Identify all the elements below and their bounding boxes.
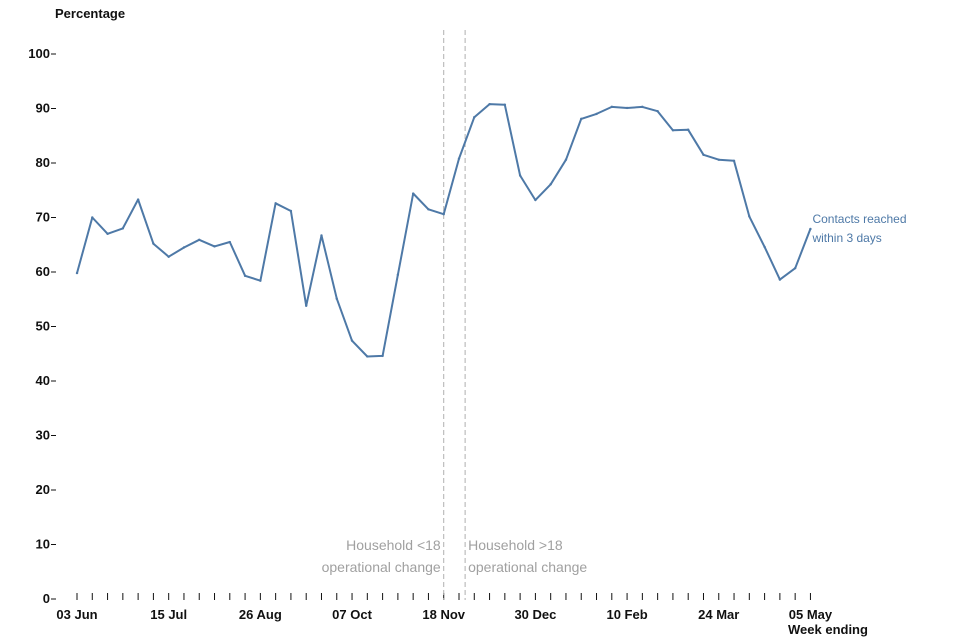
data-point	[671, 129, 675, 132]
annotation-line: operational change	[468, 559, 587, 575]
y-tick-label: 50	[36, 319, 50, 334]
y-tick-label: 100	[28, 46, 50, 61]
data-point	[259, 279, 262, 282]
data-point	[442, 213, 445, 216]
y-tick-label: 10	[36, 537, 50, 552]
data-point	[488, 102, 491, 106]
x-tick-label: 07 Oct	[332, 607, 372, 622]
y-tick-label: 80	[36, 155, 50, 170]
data-point	[732, 159, 736, 163]
data-point	[305, 304, 308, 307]
y-tick-label: 0	[43, 591, 50, 606]
data-point	[75, 271, 79, 275]
data-point	[518, 174, 522, 177]
data-point	[473, 116, 476, 119]
data-point	[274, 202, 277, 205]
data-point	[335, 297, 338, 300]
data-point	[427, 208, 430, 211]
data-point	[106, 232, 109, 236]
x-tick-label: 30 Dec	[514, 607, 556, 622]
y-tick-label: 60	[36, 264, 50, 279]
data-point	[687, 128, 690, 131]
data-point	[182, 246, 186, 249]
series-label-line: within 3 days	[811, 231, 881, 245]
data-point	[610, 105, 613, 109]
y-axis: 0 10 20 30 40 50 60 70 80 90 100	[28, 46, 56, 606]
data-point	[549, 183, 552, 186]
data-point	[748, 215, 751, 218]
annotation-line: Household <18	[346, 537, 441, 553]
data-point	[809, 227, 812, 231]
data-point	[625, 106, 629, 110]
y-tick-label: 70	[36, 210, 50, 225]
x-tick-label: 10 Feb	[606, 607, 647, 622]
data-point	[366, 355, 369, 358]
x-tick-label: 03 Jun	[56, 607, 97, 622]
data-point	[580, 117, 583, 121]
y-axis-title: Percentage	[55, 6, 125, 21]
x-tick-label: 05 May	[789, 607, 833, 622]
y-tick-label: 40	[36, 373, 50, 388]
x-tick-label: 15 Jul	[150, 607, 187, 622]
y-tick-label: 90	[36, 101, 50, 116]
data-point	[198, 238, 201, 242]
data-point	[152, 242, 155, 245]
data-point	[717, 158, 720, 161]
data-point	[289, 209, 293, 213]
data-point	[228, 240, 231, 244]
annotation-text: Household <18 operational change	[322, 537, 441, 575]
data-point	[136, 198, 140, 201]
data-point	[763, 245, 766, 249]
data-point	[641, 105, 644, 109]
data-point	[595, 112, 598, 116]
x-axis: 03 Jun 15 Jul 26 Aug 07 Oct 18 Nov 30 Dec 10 F…	[56, 593, 833, 622]
x-tick-label: 24 Mar	[698, 607, 739, 622]
data-point	[320, 234, 323, 237]
data-point	[381, 354, 384, 358]
data-point	[793, 266, 797, 270]
series-group: Contacts reached within 3 days	[75, 102, 907, 358]
y-tick-label: 30	[36, 428, 50, 443]
data-point	[411, 192, 415, 195]
data-point	[91, 216, 94, 219]
data-point	[702, 153, 705, 157]
data-point	[167, 255, 170, 258]
data-point	[656, 110, 659, 113]
data-point	[213, 245, 216, 248]
x-tick-label: 26 Aug	[239, 607, 282, 622]
data-point	[457, 157, 461, 160]
data-point	[121, 227, 125, 230]
data-point	[243, 274, 247, 278]
annotation-line: Household >18	[468, 537, 563, 553]
data-point	[778, 278, 782, 281]
operational-change-markers: Household <18 operational changeHousehold…	[322, 30, 587, 600]
series-label: Contacts reached within 3 days	[811, 212, 906, 245]
y-tick-label: 20	[36, 482, 50, 497]
annotation-text: Household >18 operational change	[468, 537, 587, 575]
data-point	[534, 198, 537, 202]
data-point	[503, 103, 507, 106]
series-label-line: Contacts reached	[812, 212, 906, 226]
data-point	[350, 339, 354, 342]
annotation-line: operational change	[322, 559, 441, 575]
x-tick-label: 18 Nov	[422, 607, 465, 622]
x-axis-title: Week ending	[788, 622, 868, 637]
data-point	[396, 273, 400, 276]
data-point	[564, 158, 568, 161]
